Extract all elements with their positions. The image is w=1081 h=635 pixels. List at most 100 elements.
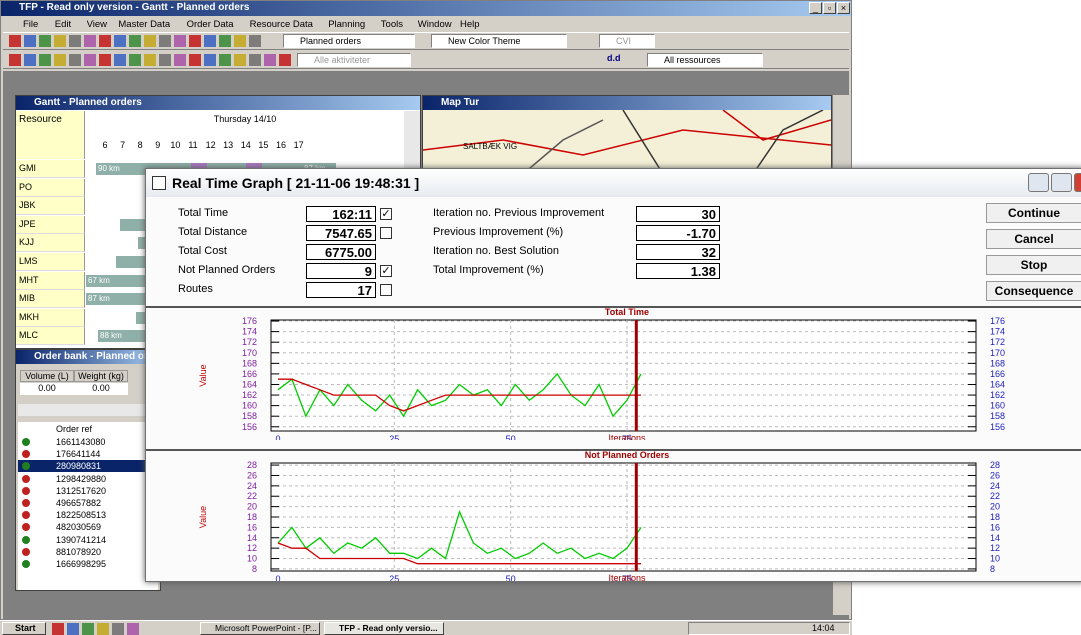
task-button[interactable]: Microsoft PowerPoint - [P...: [200, 622, 320, 635]
toolbar-icon[interactable]: [67, 623, 79, 635]
toolbar-icon[interactable]: [9, 35, 21, 47]
toolbar-icon[interactable]: [159, 35, 171, 47]
menu-item[interactable]: Help: [460, 19, 480, 31]
toolbar-icon[interactable]: [189, 54, 201, 66]
hour-label: 9: [151, 140, 165, 152]
order-row[interactable]: 1298429880: [18, 473, 158, 485]
window-button[interactable]: [1074, 173, 1081, 192]
toolbar-icon[interactable]: [39, 54, 51, 66]
field-label: Total Distance: [178, 226, 308, 242]
menu-item[interactable]: View: [87, 19, 107, 31]
combo-box[interactable]: All ressources: [647, 53, 763, 67]
menu-item[interactable]: Edit: [55, 19, 71, 31]
toolbar-icon[interactable]: [174, 35, 186, 47]
toolbar-icon[interactable]: [97, 623, 109, 635]
toolbar-icon[interactable]: [159, 54, 171, 66]
x-tick-label: 0: [275, 574, 280, 582]
toolbar-icon[interactable]: [219, 54, 231, 66]
checkbox[interactable]: [380, 227, 392, 239]
combo-box[interactable]: Alle aktiviteter: [297, 53, 411, 67]
menu-item[interactable]: Resource Data: [250, 19, 313, 31]
menu-item[interactable]: Master Data: [118, 19, 170, 31]
menu-item[interactable]: Tools: [381, 19, 403, 31]
menu-item[interactable]: Window: [418, 19, 452, 31]
toolbar-icon[interactable]: [99, 54, 111, 66]
toolbar-icon[interactable]: [52, 623, 64, 635]
toolbar-icon[interactable]: [69, 54, 81, 66]
y-tick-label: 12: [247, 543, 257, 553]
toolbar-icon[interactable]: [249, 54, 261, 66]
toolbar-icon[interactable]: [84, 54, 96, 66]
toolbar-icon[interactable]: [54, 54, 66, 66]
toolbar-icon[interactable]: [189, 35, 201, 47]
menu-item[interactable]: File: [23, 19, 38, 31]
y-tick-label: 162: [990, 390, 1005, 400]
dialog-button[interactable]: Continue: [986, 203, 1081, 223]
window-button[interactable]: ▫: [823, 2, 836, 14]
date-button[interactable]: d.d: [607, 53, 627, 67]
stat-label: Total Improvement (%): [433, 264, 633, 280]
window-button[interactable]: ×: [837, 2, 850, 14]
window-button[interactable]: [1051, 173, 1072, 192]
toolbar-icon[interactable]: [129, 54, 141, 66]
toolbar-icon[interactable]: [54, 35, 66, 47]
combo-box[interactable]: New Color Theme: [431, 34, 567, 48]
order-ref: 881078920: [56, 547, 146, 557]
toolbar-icon[interactable]: [174, 54, 186, 66]
y-tick-label: 156: [242, 422, 257, 432]
toolbar-icon[interactable]: [264, 54, 276, 66]
order-row[interactable]: 496657882: [18, 497, 158, 509]
start-button[interactable]: Start: [2, 622, 46, 635]
toolbar-icon[interactable]: [234, 35, 246, 47]
checkbox[interactable]: [380, 284, 392, 296]
order-row[interactable]: 176641144: [18, 448, 158, 460]
checkbox[interactable]: ✓: [380, 265, 392, 277]
toolbar-icon[interactable]: [127, 623, 139, 635]
toolbar-icon[interactable]: [99, 35, 111, 47]
combo-box[interactable]: CVI: [599, 34, 655, 48]
toolbar-icon[interactable]: [144, 54, 156, 66]
checkbox[interactable]: ✓: [380, 208, 392, 220]
toolbar-icon[interactable]: [249, 35, 261, 47]
toolbar-icon[interactable]: [144, 35, 156, 47]
toolbar-icon[interactable]: [279, 54, 291, 66]
toolbar-icon[interactable]: [24, 54, 36, 66]
toolbar-icon[interactable]: [114, 54, 126, 66]
window-button[interactable]: [1028, 173, 1049, 192]
hour-label: 16: [274, 140, 288, 152]
dialog-button[interactable]: Cancel: [986, 229, 1081, 249]
y-tick-label: 20: [990, 502, 1000, 512]
order-row[interactable]: 1312517620: [18, 485, 158, 497]
menu-item[interactable]: Order Data: [187, 19, 234, 31]
order-row[interactable]: 881078920: [18, 546, 158, 558]
toolbar-icon[interactable]: [129, 35, 141, 47]
bar-label: 67 km: [88, 276, 128, 286]
toolbar-icon[interactable]: [82, 623, 94, 635]
toolbar-icon[interactable]: [39, 35, 51, 47]
dialog-button[interactable]: Consequence: [986, 281, 1081, 301]
toolbar-icon[interactable]: [112, 623, 124, 635]
combo-box[interactable]: Planned orders: [283, 34, 415, 48]
toolbar-icon[interactable]: [9, 54, 21, 66]
toolbar-icon[interactable]: [234, 54, 246, 66]
toolbar-icon[interactable]: [219, 35, 231, 47]
toolbar-icon[interactable]: [114, 35, 126, 47]
toolbar-icon[interactable]: [24, 35, 36, 47]
order-row[interactable]: 280980831: [18, 460, 158, 472]
toolbar-icon[interactable]: [204, 35, 216, 47]
hour-label: 12: [204, 140, 218, 152]
order-row[interactable]: 1390741214: [18, 534, 158, 546]
menu-item[interactable]: Planning: [328, 19, 365, 31]
toolbar-icon[interactable]: [84, 35, 96, 47]
task-button[interactable]: TFP - Read only versio...: [324, 622, 444, 635]
toolbar-icon[interactable]: [69, 35, 81, 47]
order-row[interactable]: 1666998295: [18, 558, 158, 570]
order-row[interactable]: 482030569: [18, 521, 158, 533]
place-label: SALTBÆK VIG: [463, 142, 517, 152]
toolbar-icon[interactable]: [204, 54, 216, 66]
x-axis-label: Iterations: [608, 573, 646, 582]
dialog-button[interactable]: Stop: [986, 255, 1081, 275]
order-row[interactable]: 1822508513: [18, 509, 158, 521]
order-row[interactable]: 1661143080: [18, 436, 158, 448]
window-button[interactable]: _: [809, 2, 822, 14]
